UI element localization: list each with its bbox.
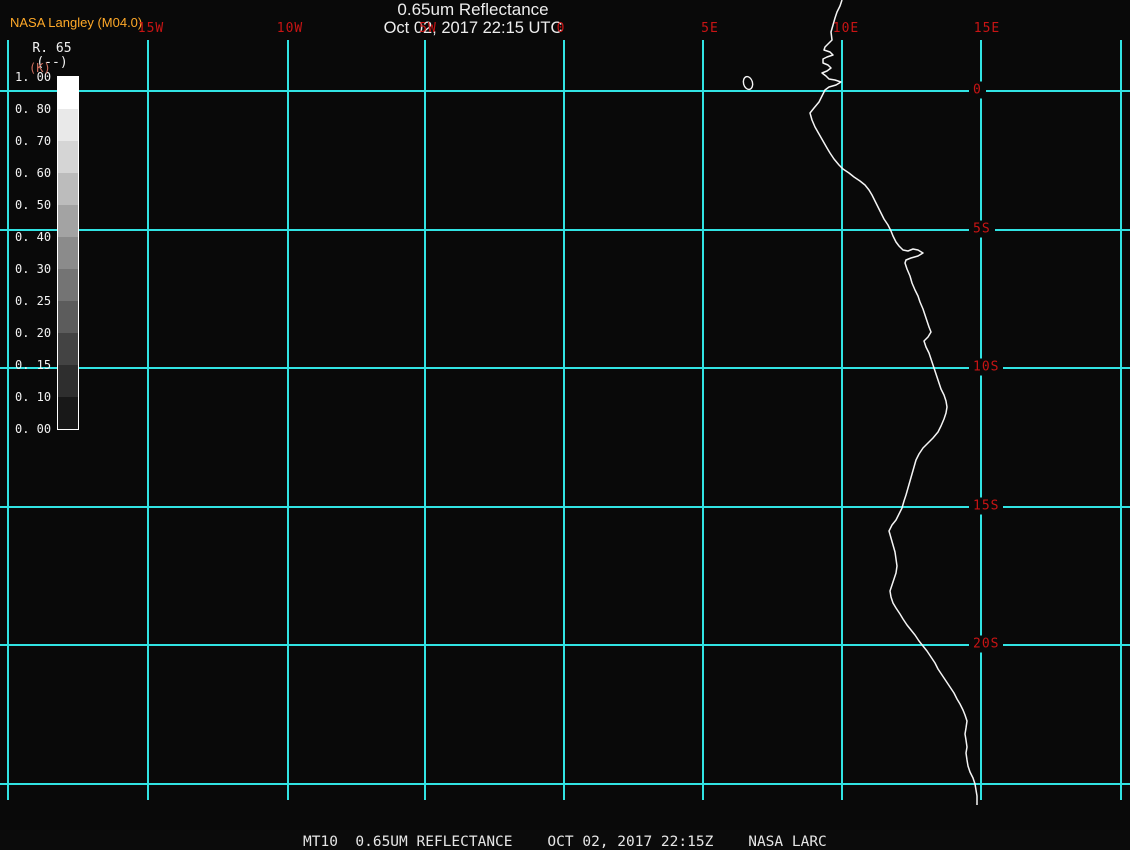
- longitude-label: 10E: [832, 21, 860, 36]
- meridian-gridline: [147, 40, 149, 800]
- colorbar-segment: [58, 77, 78, 109]
- colorbar-tick-label: 0. 10: [15, 390, 52, 404]
- latitude-label: 5S: [969, 220, 995, 238]
- colorbar-segment: [58, 237, 78, 269]
- colorbar-segment: [58, 397, 78, 429]
- parallel-gridline: [0, 229, 1130, 231]
- footer-bar: [0, 830, 1130, 850]
- colorbar-tick-label: 0. 80: [15, 102, 52, 116]
- longitude-label: 5W: [419, 21, 437, 36]
- meridian-gridline: [980, 40, 982, 800]
- colorbar-segment: [58, 333, 78, 365]
- title-block: 0.65um Reflectance Oct 02, 2017 22:15 UT…: [383, 0, 563, 38]
- longitude-label: 5E: [701, 21, 719, 36]
- parallel-gridline: [0, 367, 1130, 369]
- parallel-gridline: [0, 90, 1130, 92]
- colorbar-segment: [58, 141, 78, 173]
- coastline-path: [809, 0, 978, 805]
- colorbar-segment: [58, 269, 78, 301]
- colorbar-tick-label: 0. 00: [15, 422, 52, 436]
- latitude-label: 0: [969, 81, 986, 99]
- reflectance-colorbar: [57, 76, 79, 430]
- colorbar-units-k: (K): [29, 61, 51, 75]
- colorbar-segment: [58, 365, 78, 397]
- agency-label: NASA Langley (M04.0): [10, 15, 143, 30]
- meridian-gridline: [702, 40, 704, 800]
- latitude-label: 10S: [969, 358, 1004, 376]
- latitude-label: 15S: [969, 497, 1004, 515]
- timestamp-label: Oct 02, 2017 22:15 UTC: [383, 19, 563, 37]
- parallel-gridline: [0, 783, 1130, 785]
- colorbar-tick-label: 0. 70: [15, 134, 52, 148]
- longitude-label: 15W: [137, 21, 165, 36]
- longitude-label: 15E: [973, 21, 1001, 36]
- colorbar-tick-label: 1. 00: [15, 70, 52, 84]
- colorbar-tick-label: 0. 40: [15, 230, 52, 244]
- latitude-label: 20S: [969, 635, 1004, 653]
- meridian-gridline: [841, 40, 843, 800]
- meridian-gridline: [424, 40, 426, 800]
- colorbar-tick-label: 0. 15: [15, 358, 52, 372]
- colorbar-tick-label: 0. 30: [15, 262, 52, 276]
- meridian-gridline: [7, 40, 9, 800]
- colorbar-name: R. 65: [32, 41, 72, 56]
- meridian-gridline: [287, 40, 289, 800]
- island-outline: [742, 75, 754, 91]
- meridian-gridline: [563, 40, 565, 800]
- longitude-label: 0: [556, 21, 566, 36]
- parallel-gridline: [0, 644, 1130, 646]
- colorbar-tick-label: 0. 25: [15, 294, 52, 308]
- colorbar-units: (--): [36, 55, 68, 70]
- colorbar-segment: [58, 173, 78, 205]
- colorbar-tick-label: 0. 20: [15, 326, 52, 340]
- colorbar-segment: [58, 301, 78, 333]
- longitude-label: 10W: [276, 21, 304, 36]
- colorbar-tick-label: 0. 50: [15, 198, 52, 212]
- colorbar-segment: [58, 205, 78, 237]
- meridian-gridline: [1120, 40, 1122, 800]
- colorbar-tick-label: 0. 60: [15, 166, 52, 180]
- parallel-gridline: [0, 506, 1130, 508]
- status-bar-text: MT10 0.65UM REFLECTANCE OCT 02, 2017 22:…: [303, 834, 827, 850]
- colorbar-segment: [58, 109, 78, 141]
- page-title: 0.65um Reflectance: [397, 0, 549, 19]
